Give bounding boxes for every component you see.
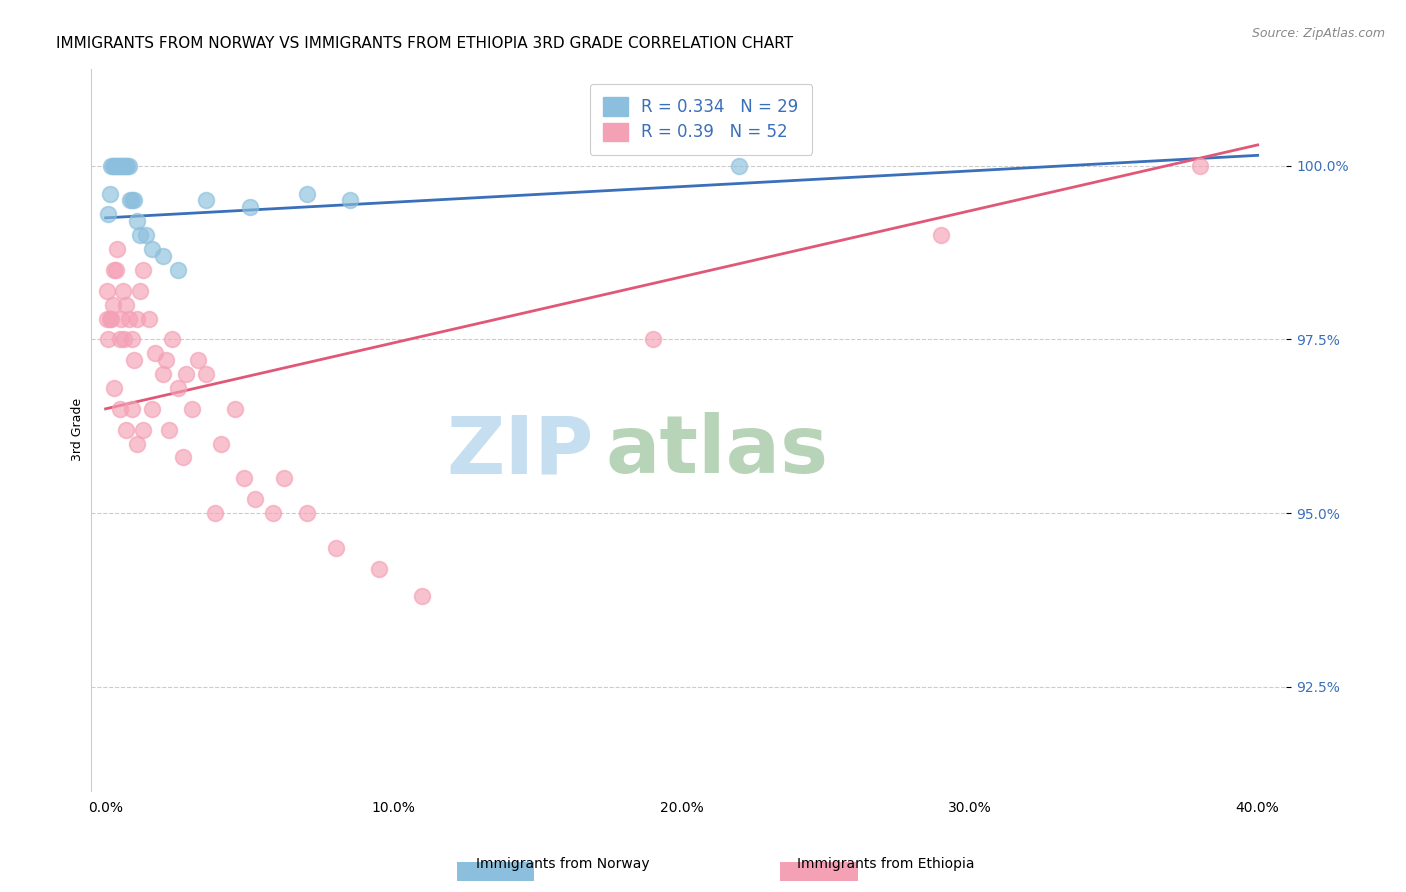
Text: IMMIGRANTS FROM NORWAY VS IMMIGRANTS FROM ETHIOPIA 3RD GRADE CORRELATION CHART: IMMIGRANTS FROM NORWAY VS IMMIGRANTS FRO… (56, 36, 793, 51)
Point (98, 311, 121, 326)
Point (96, 311, 118, 326)
Point (127, 311, 149, 326)
Point (104, 263, 127, 277)
Point (224, 401, 246, 416)
Point (124, 194, 146, 208)
Point (103, 381, 125, 395)
Point (166, 381, 188, 395)
Text: atlas: atlas (605, 412, 828, 491)
Point (929, 228, 952, 243)
Point (152, 249, 174, 263)
Point (127, 436, 149, 450)
Point (195, 367, 218, 381)
Point (105, 159, 128, 173)
Point (115, 159, 138, 173)
Point (160, 332, 183, 346)
Point (120, 194, 142, 208)
Point (112, 332, 135, 346)
Point (135, 228, 157, 243)
Point (141, 401, 163, 416)
Text: ZIP: ZIP (446, 412, 593, 491)
Point (110, 159, 132, 173)
Text: Immigrants from Norway: Immigrants from Norway (475, 857, 650, 871)
Point (121, 401, 143, 416)
Point (114, 423, 136, 437)
Point (132, 423, 155, 437)
Point (117, 311, 139, 326)
Point (108, 401, 131, 416)
Point (273, 471, 295, 485)
Point (368, 561, 391, 575)
Point (295, 186, 318, 201)
Point (97, 207, 120, 221)
Point (114, 298, 136, 312)
Point (96, 284, 118, 298)
Point (245, 492, 267, 507)
Point (155, 353, 177, 368)
Point (232, 471, 254, 485)
Point (100, 159, 122, 173)
Point (728, 159, 751, 173)
Point (129, 228, 152, 243)
Point (195, 194, 218, 208)
Point (110, 311, 132, 326)
Text: Source: ZipAtlas.com: Source: ZipAtlas.com (1251, 27, 1385, 40)
Point (127, 214, 149, 228)
Point (108, 332, 131, 346)
Point (104, 159, 127, 173)
Point (100, 311, 122, 326)
Point (108, 159, 131, 173)
Point (129, 284, 152, 298)
Point (187, 353, 209, 368)
Point (339, 194, 361, 208)
Point (112, 159, 135, 173)
Point (101, 298, 124, 312)
Point (114, 159, 136, 173)
Point (411, 590, 433, 604)
Point (105, 242, 128, 256)
Point (111, 284, 134, 298)
Point (262, 506, 284, 520)
Point (209, 436, 232, 450)
Point (98, 186, 121, 201)
Text: Immigrants from Ethiopia: Immigrants from Ethiopia (797, 857, 974, 871)
Point (641, 332, 664, 346)
Point (97, 332, 120, 346)
Point (152, 367, 174, 381)
Point (121, 194, 143, 208)
Point (111, 159, 134, 173)
Point (295, 506, 318, 520)
Point (172, 450, 194, 465)
Point (117, 159, 139, 173)
Point (143, 346, 166, 360)
Point (174, 367, 197, 381)
Point (101, 159, 124, 173)
Y-axis label: 3rd Grade: 3rd Grade (72, 398, 84, 461)
Point (166, 263, 188, 277)
Point (157, 423, 180, 437)
Point (141, 242, 163, 256)
Point (181, 401, 204, 416)
Point (1189, 159, 1212, 173)
Point (325, 541, 347, 555)
Point (121, 332, 143, 346)
Point (103, 159, 125, 173)
Point (132, 263, 155, 277)
Point (138, 311, 160, 326)
Point (204, 506, 226, 520)
Point (107, 159, 129, 173)
Point (239, 201, 262, 215)
Legend: R = 0.334   N = 29, R = 0.39   N = 52: R = 0.334 N = 29, R = 0.39 N = 52 (589, 84, 811, 154)
Point (103, 263, 125, 277)
Point (124, 353, 146, 368)
